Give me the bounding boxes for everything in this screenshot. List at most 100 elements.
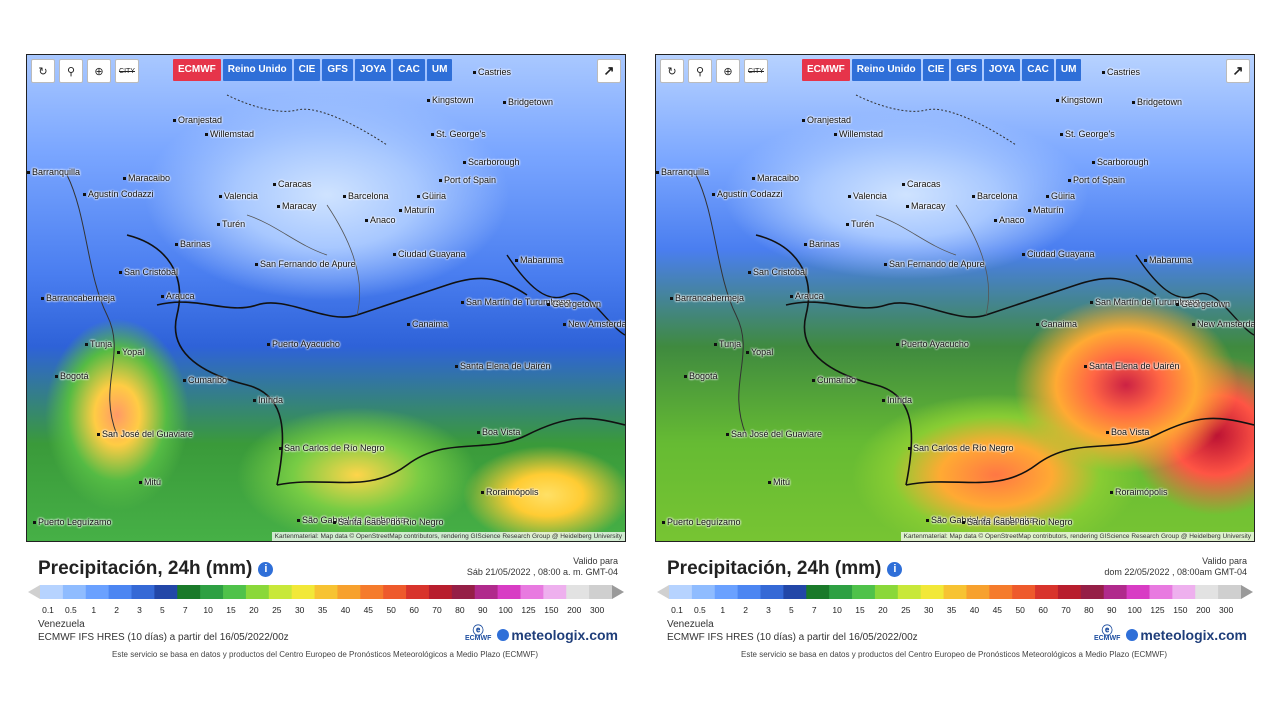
valid-time: Valido para dom 22/05/2022 , 08:00am GMT-… [1104,556,1247,577]
model-tab-ecmwf[interactable]: ECMWF [802,59,850,81]
model-tab-cie[interactable]: CIE [922,59,950,81]
city-label: Willemstad [205,129,254,139]
city-label: Puerto Ayacucho [896,339,969,349]
model-tab-cac[interactable]: CAC [1022,59,1054,81]
scale-tick-label: 80 [1084,605,1094,615]
scale-swatch [200,585,224,599]
model-tab-reino-unido[interactable]: Reino Unido [222,59,292,81]
zoom-icon[interactable]: ⊕ [716,59,740,83]
scale-tick-label: 60 [409,605,419,615]
scale-tick-label: 35 [946,605,957,615]
share-icon[interactable]: ↗ [597,59,621,83]
model-tab-gfs[interactable]: GFS [322,59,353,81]
scale-tick-label: 25 [901,605,911,615]
city-label: Barinas [804,239,840,249]
model-selector: ECMWF Reino Unido CIE GFS JOYA CAC UM [173,59,453,81]
scale-swatch [543,585,567,599]
model-tab-joya[interactable]: JOYA [354,59,392,81]
model-tab-ecmwf[interactable]: ECMWF [173,59,221,81]
city-label: Castries [1102,67,1140,77]
scale-swatch [897,585,922,599]
city-label: Roraimópolis [481,487,539,497]
city-label: Canaima [407,319,448,329]
city-label: New Amsterdam [563,319,625,329]
scale-arrow-right [612,585,624,599]
scale-swatch [852,585,876,599]
city-label: Scarborough [463,157,520,167]
city-label: Maracay [277,201,317,211]
city-label: Boa Vista [1106,427,1149,437]
brand[interactable]: ⓔ ECMWF meteologix.com [464,625,618,644]
share-icon[interactable]: ↗ [1226,59,1250,83]
scale-swatch [1126,585,1150,599]
city-label: Oranjestad [802,115,851,125]
legend-header: Precipitación, 24h (mm) i Valido para dom … [655,548,1255,582]
city-label: Santa Elena de Uairén [455,361,551,371]
refresh-icon[interactable]: ↻ [31,59,55,83]
zoom-icon[interactable]: ⊕ [87,59,111,83]
model-tab-um[interactable]: UM [426,59,453,81]
refresh-icon[interactable]: ↻ [660,59,684,83]
info-icon[interactable]: i [258,562,274,577]
scale-swatch [1012,585,1036,599]
scale-swatch [691,585,716,599]
city-toggle-button[interactable]: CITY [744,59,768,83]
city-label: Barranquilla [27,167,80,177]
meteologix-logo[interactable]: meteologix.com [1126,627,1247,643]
model-tab-um[interactable]: UM [1055,59,1082,81]
city-label: San Cristóbal [748,267,807,277]
scale-tick-label: 20 [249,605,259,615]
model-run: ECMWF IFS HRES (10 días) a partir del 16… [38,632,289,643]
scale-tick-label: 45 [363,605,374,615]
model-tab-cac[interactable]: CAC [393,59,425,81]
location-icon[interactable]: ⚲ [59,59,83,83]
scale-swatch [1103,585,1128,599]
info-icon[interactable]: i [887,562,903,577]
scale-tick-label: 2 [743,605,748,615]
meteologix-logo[interactable]: meteologix.com [497,627,618,643]
precipitation-map[interactable]: ↻ ⚲ ⊕ CITY ECMWF Reino Unido CIE GFS JOYA CAC… [655,54,1255,542]
scale-tick-label: 125 [521,605,536,615]
scale-swatch [451,585,476,599]
scale-swatch [268,585,293,599]
color-scale: 0.1 0.5 1 2 3 5 7 10 15 20 25 30 35 40 45 50 60 70 80 90 100… [655,584,1255,617]
scale-tick-label: 25 [272,605,282,615]
model-selector: ECMWF Reino Unido CIE GFS JOYA CAC UM [802,59,1082,81]
city-label: Puerto Ayacucho [267,339,340,349]
city-label: Mitú [768,477,790,487]
scale-tick-label: 15 [855,605,865,615]
ecmwf-logo: ⓔ ECMWF [464,625,492,643]
city-label: Turén [217,219,245,229]
city-label: Ciudad Guayana [1022,249,1095,259]
city-label: Maturín [399,205,435,215]
scale-tick-label: 7 [811,605,817,615]
scale-swatch [85,585,110,599]
city-label: San Martín de Turumbang [461,297,571,307]
city-label: Puerto Leguízamo [33,517,112,527]
scale-swatch [360,585,384,599]
model-tab-gfs[interactable]: GFS [951,59,982,81]
scale-swatch [1035,585,1059,599]
service-note: Este servicio se basa en datos y product… [741,650,1167,659]
scale-tick-label: 0.5 [64,605,77,615]
location-icon[interactable]: ⚲ [688,59,712,83]
city-label: Scarborough [1092,157,1149,167]
model-tab-reino-unido[interactable]: Reino Unido [851,59,921,81]
model-tab-cie[interactable]: CIE [293,59,321,81]
city-label: San José del Guaviare [726,429,822,439]
city-label: Ciudad Guayana [393,249,466,259]
scale-tick-label: 45 [992,605,1003,615]
scale-tick-label: 200 [567,605,582,615]
model-tab-joya[interactable]: JOYA [983,59,1021,81]
city-label: Barinas [175,239,211,249]
brand[interactable]: ⓔ ECMWF meteologix.com [1094,626,1247,644]
city-toggle-button[interactable]: CITY [115,59,139,83]
scale-swatch [806,585,830,599]
precipitation-map[interactable]: ↻ ⚲ ⊕ CITY ECMWF Reino Unido CIE GFS JOYA CAC… [26,54,626,542]
valid-time: Valido para Sáb 21/05/2022 , 08:00 a. m. … [466,556,618,577]
scale-tick-label: 300 [590,605,605,615]
scale-tick-label: 100 [1127,605,1142,615]
city-label: San Fernando de Apure [884,259,985,269]
scale-tick-label: 7 [182,605,188,615]
city-label: Yopal [746,347,773,357]
